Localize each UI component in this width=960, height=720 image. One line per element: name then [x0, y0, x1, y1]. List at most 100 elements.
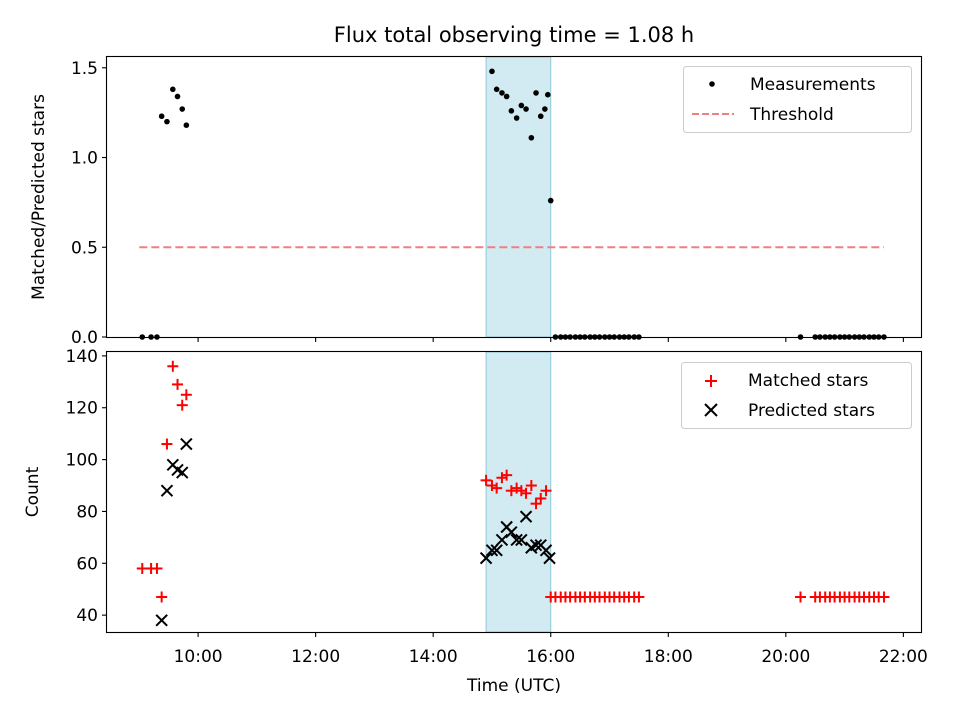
chart-title: Flux total observing time = 1.08 h [334, 23, 694, 47]
measurements-point [499, 90, 505, 96]
ratio-highlight-span [485, 56, 552, 338]
ratio-series-layer [139, 68, 887, 340]
matched-stars-point [180, 389, 192, 401]
predicted-stars-point [529, 538, 543, 552]
predicted-stars-point [155, 614, 168, 627]
ratio-y-axis-label: Matched/Predicted stars [29, 94, 49, 300]
count-y-tick-label: 140 [66, 347, 98, 367]
predicted-stars-point [495, 533, 509, 547]
measurements-point [179, 106, 186, 112]
measurements-point [518, 102, 525, 109]
ratio-panel: 0.0 0.5 1.0 1.5 Matched/Predicted stars Mea… [29, 55, 923, 348]
predicted-stars-point [180, 437, 193, 451]
ratio-y-tick-label: 0.0 [71, 328, 98, 348]
matched-stars-point [501, 469, 513, 481]
x-tick-label: 20:00 [761, 647, 810, 667]
measurements-point [533, 90, 539, 96]
measurements-point [164, 118, 170, 125]
matched-stars-point [795, 591, 807, 603]
matched-legend-label: Matched stars [748, 371, 868, 391]
ratio-span-rect [485, 56, 552, 338]
predicted-stars-point [490, 544, 503, 557]
ratio-y-tick-label: 1.5 [71, 59, 98, 79]
measurements-point [174, 93, 181, 100]
matched-stars-point [878, 591, 890, 603]
matched-stars-point [633, 591, 645, 603]
matched-stars-point [151, 562, 163, 574]
count-y-tick-label: 100 [66, 451, 98, 471]
matched-stars-point [167, 360, 179, 372]
measurements-point [489, 68, 495, 75]
count-y-tick-label: 60 [76, 554, 98, 574]
x-tick-label: 16:00 [526, 647, 575, 667]
matched-stars-point [535, 492, 547, 504]
measurements-point [513, 115, 520, 121]
matched-stars-point [172, 378, 184, 390]
predicted-stars-point [479, 551, 493, 565]
predicted-stars-point [505, 525, 518, 539]
predicted-stars-point [176, 466, 189, 479]
count-y-tick-label: 40 [76, 606, 98, 626]
ratio-panel-frame [105, 55, 923, 339]
predicted-stars-point [519, 510, 533, 523]
matched-stars-point [520, 487, 532, 499]
count-legend-box [681, 362, 912, 429]
count-y-axis-label: Count [23, 466, 43, 517]
measurements-point [528, 134, 535, 141]
predicted-stars-point [160, 484, 174, 497]
matched-stars-point [486, 480, 498, 492]
ratio-y-axis: 0.0 0.5 1.0 1.5 [71, 59, 107, 348]
predicted-stars-point [515, 533, 528, 547]
predicted-stars-point [543, 551, 556, 565]
count-y-tick-label: 80 [76, 502, 98, 522]
matched-legend-marker [705, 375, 717, 387]
matched-stars-point [480, 474, 492, 486]
x-tick-label: 18:00 [644, 647, 693, 667]
ratio-x-ticks [197, 337, 904, 342]
matched-stars-point [511, 482, 523, 494]
measurements-legend-label: Measurements [750, 75, 876, 95]
matched-stars-point [496, 472, 508, 484]
count-x-axis: 10:00 12:00 14:00 16:00 18:00 20:00 22:00 [174, 632, 928, 667]
x-axis-label: Time (UTC) [466, 676, 561, 696]
predicted-legend-marker [704, 403, 718, 417]
count-y-axis: 40 60 80 100 120 140 [66, 347, 107, 626]
predicted-stars-point [539, 544, 553, 557]
ratio-legend-box [683, 66, 912, 133]
ratio-y-tick-label: 1.0 [71, 149, 98, 169]
matched-stars-point [156, 591, 168, 603]
measurements-point [542, 106, 548, 112]
matched-stars-point [540, 485, 552, 497]
measurements-point [183, 122, 190, 129]
ratio-legend: Measurements Threshold [683, 66, 912, 133]
measurements-point [523, 106, 529, 112]
count-panel-frame [105, 350, 923, 634]
x-tick-label: 14:00 [409, 647, 458, 667]
measurements-legend-marker [709, 81, 715, 87]
matched-stars-point [525, 480, 537, 492]
count-series-layer [136, 360, 890, 627]
measurements-point [158, 113, 165, 120]
measurements-point [547, 197, 554, 204]
predicted-stars-point [485, 544, 499, 557]
measurements-point [508, 108, 515, 114]
count-legend: Matched stars Predicted stars [681, 362, 912, 429]
matched-stars-point [176, 399, 188, 411]
x-tick-label: 12:00 [291, 647, 340, 667]
count-panel: 40 60 80 100 120 140 10:00 12:00 14:00 16:00 18:0… [23, 347, 928, 696]
predicted-legend-label: Predicted stars [748, 401, 875, 421]
measurements-point [544, 91, 551, 98]
measurements-point [170, 86, 176, 93]
x-tick-label: 22:00 [879, 647, 928, 667]
measurements-point [537, 113, 544, 120]
matched-stars-point [491, 482, 503, 494]
matched-stars-point [161, 438, 173, 450]
threshold-legend-label: Threshold [749, 105, 834, 125]
matched-stars-point [505, 485, 517, 497]
matched-stars-point [530, 498, 542, 510]
measurements-point [503, 93, 510, 100]
ratio-y-tick-label: 0.5 [71, 238, 98, 258]
count-y-tick-label: 120 [66, 399, 98, 419]
predicted-stars-point [510, 533, 523, 547]
